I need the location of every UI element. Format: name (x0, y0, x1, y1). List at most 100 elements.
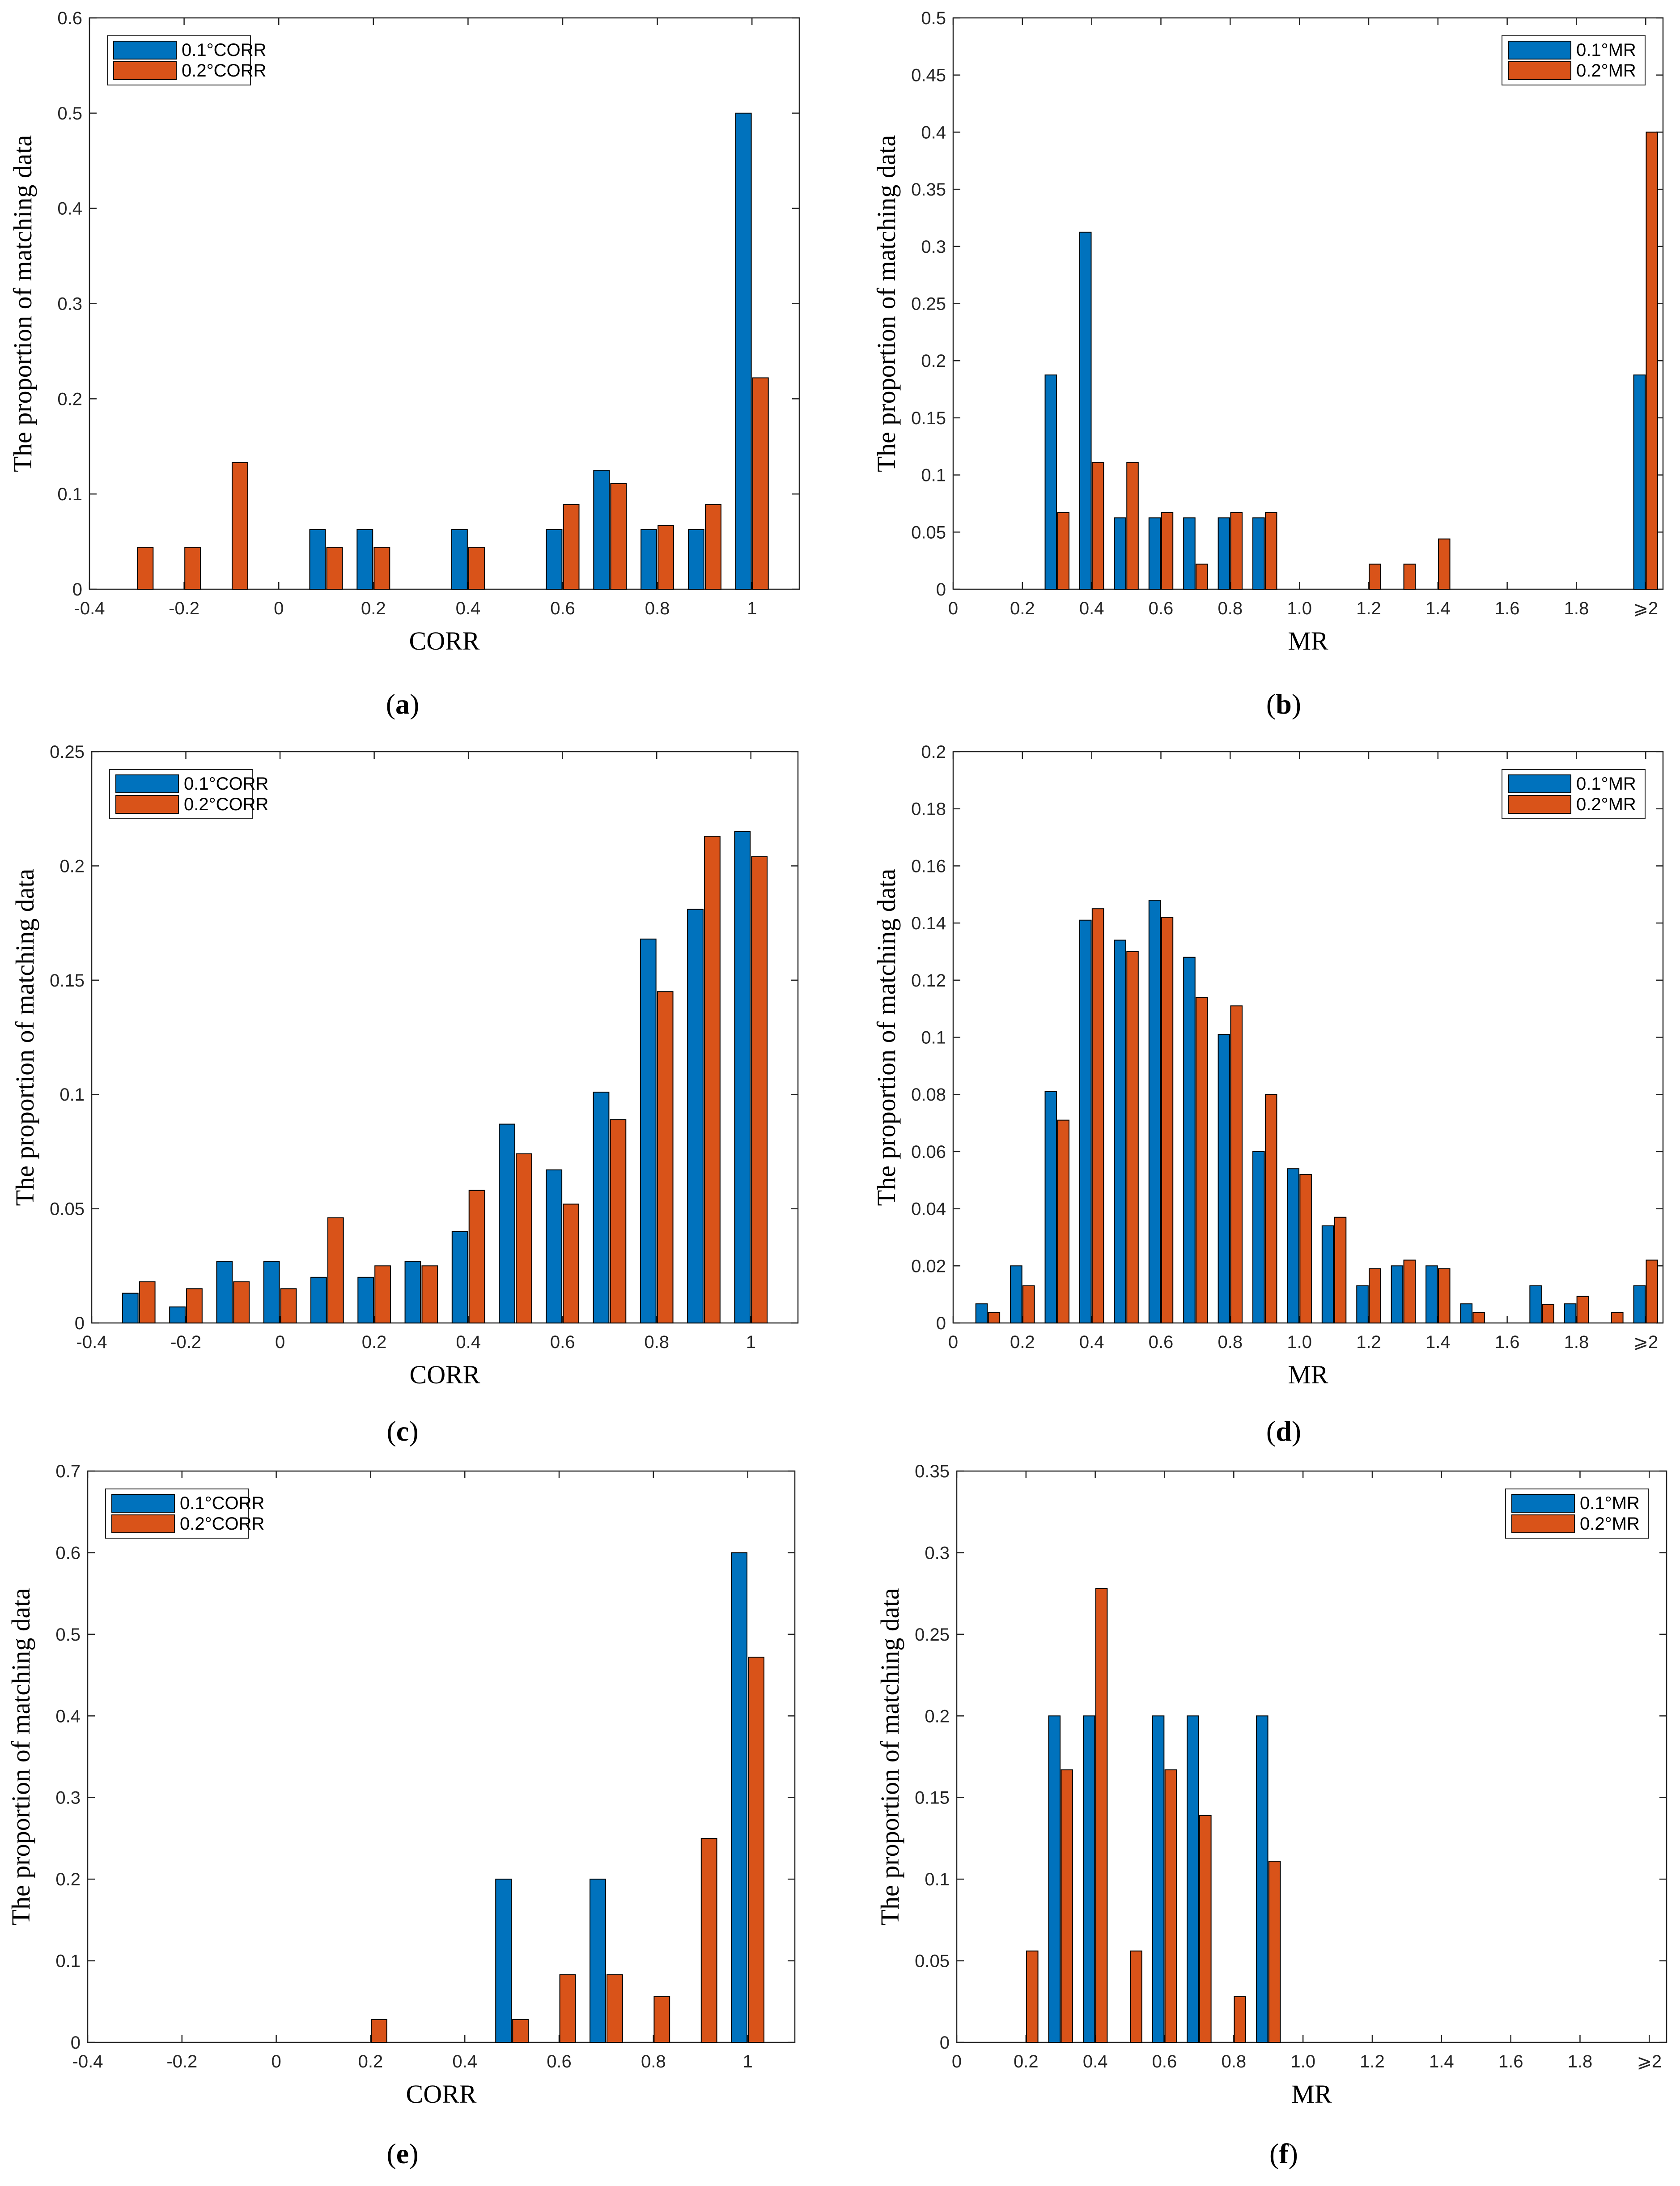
legend-swatch (111, 1494, 175, 1513)
y-tick-label: 0.04 (911, 1199, 946, 1219)
bar-series1 (310, 1276, 327, 1324)
x-tick-label: 0.6 (1149, 599, 1174, 618)
bar-series1 (1044, 1091, 1057, 1323)
y-tick-label: 0.15 (915, 1788, 950, 1808)
x-tick-label: 1.0 (1287, 1332, 1312, 1352)
y-tick-label: 0.3 (925, 1543, 950, 1563)
y-tick-label: 0.2 (925, 1706, 950, 1726)
y-tick-label: 0.12 (911, 971, 946, 991)
caption-open-paren: ( (386, 2138, 396, 2169)
bar-series2 (1299, 1174, 1312, 1323)
bar-series2 (1091, 908, 1104, 1324)
y-tick-label: 0.1 (921, 466, 946, 485)
bar-series1 (1425, 1265, 1438, 1324)
legend-label: 0.2°CORR (180, 1514, 264, 1534)
bar-series1 (593, 1092, 610, 1324)
bar-series2 (704, 835, 721, 1323)
x-tick-label: 1 (746, 1332, 756, 1352)
x-tick-label: -0.2 (169, 599, 199, 618)
bar-series1 (687, 529, 704, 590)
chart-d: 0 0.2 0.4 0.6 0.8 1.0 1.2 1.4 1.6 1.8 ⩾2 0 0.02 0.04 0… (872, 742, 1664, 1447)
legend-label: 0.1°CORR (182, 40, 266, 60)
y-tick-label: 0.2 (921, 742, 946, 762)
caption-letter: f (1279, 2138, 1289, 2169)
y-tick-label: 0.02 (911, 1256, 946, 1276)
y-axis-label: The proportion of matching data (872, 135, 901, 472)
bar-series2 (559, 1974, 576, 2043)
bar-series1 (263, 1261, 280, 1323)
bar-series2 (327, 1217, 344, 1323)
x-tick-label: 0.2 (362, 1332, 387, 1352)
bar-series2 (606, 1974, 623, 2043)
x-tick-label: 0.6 (1149, 1332, 1174, 1352)
y-tick-label: 0.08 (911, 1085, 946, 1105)
bar-series2 (1126, 462, 1139, 590)
chart-a: -0.4 -0.2 0 0.2 0.4 0.6 0.8 1 0 0.1 0.2 0.3 0.4 0.5 0.… (8, 9, 800, 720)
bar-series1 (1183, 517, 1196, 590)
bar-series2 (563, 1204, 579, 1324)
x-tick-label: 1.6 (1498, 2052, 1523, 2071)
bar-series1 (309, 529, 326, 590)
panel-caption: (c) (386, 1415, 418, 1447)
y-tick-label: 0.6 (55, 1543, 81, 1563)
legend-label: 0.1°MR (1576, 40, 1636, 60)
bar-series1 (122, 1293, 139, 1323)
bar-series1 (1252, 1151, 1265, 1323)
bar-series2 (658, 525, 675, 590)
y-tick-label: 0.35 (915, 1462, 950, 1481)
y-tick-label: 0.06 (911, 1142, 946, 1162)
y-tick-label: 0.5 (55, 1625, 81, 1645)
x-tick-label: 0.4 (456, 1332, 481, 1352)
bar-series2 (326, 547, 343, 590)
y-tick-label: 0.05 (50, 1199, 85, 1219)
legend-label: 0.2°MR (1580, 1514, 1640, 1534)
caption-letter: a (395, 688, 410, 720)
legend-label: 0.1°MR (1580, 1493, 1640, 1513)
bar-series2 (1403, 563, 1416, 590)
bar-series2 (1234, 1996, 1247, 2043)
x-tick-label: 1.4 (1425, 599, 1451, 618)
x-axis-label: MR (1288, 1360, 1328, 1389)
bar-series1 (1152, 1715, 1165, 2043)
bar-series1 (1529, 1285, 1542, 1324)
x-tick-label: 0 (274, 599, 284, 618)
panel-caption: (f) (1269, 2138, 1298, 2169)
caption-open-paren: ( (386, 1415, 396, 1447)
caption-letter: b (1276, 688, 1292, 720)
bar-series1 (1256, 1715, 1268, 2043)
y-tick-label: 0.3 (57, 294, 82, 314)
y-tick-label: 0.35 (911, 180, 946, 200)
x-tick-label: ⩾2 (1633, 599, 1658, 618)
bar-series2 (1369, 563, 1381, 590)
bar-series2 (1472, 1312, 1485, 1323)
x-tick-label: 0.4 (452, 2052, 477, 2071)
chart-c: -0.4 -0.2 0 0.2 0.4 0.6 0.8 1 0 0.05 0.1 0.15 0.2 0.2… (10, 742, 799, 1447)
legend-label: 0.1°CORR (184, 774, 268, 794)
bar-series1 (1048, 1715, 1061, 2043)
x-tick-label: 1.2 (1356, 1332, 1381, 1352)
x-tick-label: -0.2 (170, 1332, 201, 1352)
x-tick-label: 1.2 (1356, 599, 1381, 618)
bar-series1 (641, 529, 658, 590)
x-tick-label: 0.8 (1218, 599, 1243, 618)
bar-series1 (1321, 1225, 1334, 1323)
caption-close-paren: ) (1289, 2138, 1298, 2169)
x-tick-label: 1.4 (1429, 2052, 1454, 2071)
y-tick-label: 0 (940, 2033, 950, 2053)
caption-close-paren: ) (1292, 688, 1301, 720)
y-tick-label: 0.1 (55, 1952, 81, 1971)
x-tick-label: 1.4 (1425, 1332, 1451, 1352)
bar-series2 (1438, 1268, 1451, 1324)
x-axis-label: CORR (409, 626, 480, 655)
panel-caption: (e) (386, 2138, 418, 2169)
y-tick-label: 0.15 (911, 408, 946, 428)
bar-series1 (735, 112, 752, 590)
bar-series1 (734, 831, 751, 1323)
bar-series1 (590, 1879, 606, 2043)
bar-series2 (1264, 1094, 1277, 1323)
x-axis-label: MR (1288, 626, 1328, 655)
legend-swatch (1511, 1514, 1575, 1533)
bar-series1 (1391, 1265, 1404, 1324)
